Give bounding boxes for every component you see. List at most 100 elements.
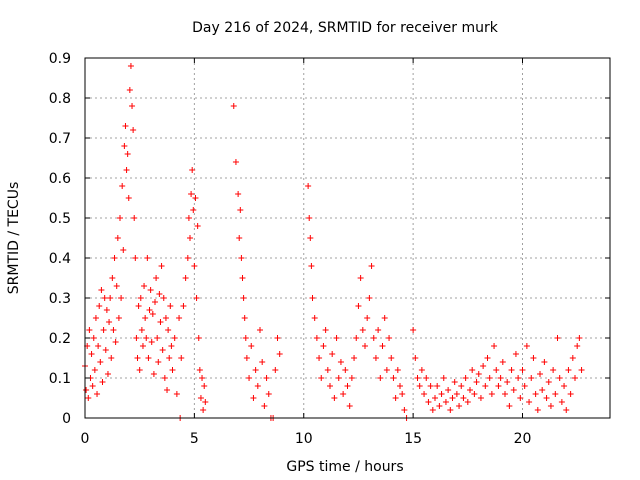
data-point [90,335,97,341]
data-point [167,303,174,309]
data-point [178,355,185,361]
data-point [119,183,126,189]
data-point [351,355,358,361]
data-point [368,263,375,269]
data-point [537,371,543,377]
data-point [318,375,325,381]
data-point [238,255,245,261]
data-point [451,379,458,385]
data-point [150,371,157,377]
data-point [148,339,155,345]
chart-title: Day 216 of 2024, SRMTID for receiver mur… [192,20,499,36]
data-point [372,355,379,361]
data-point [98,287,105,293]
data-point [91,367,98,373]
data-point [187,235,193,241]
data-point [572,375,578,381]
data-point [112,339,119,345]
data-point [475,371,482,377]
data-point [195,335,202,341]
data-point [423,375,430,381]
data-point [154,335,161,341]
data-point [146,307,153,313]
data-point [159,347,166,353]
data-point [136,367,143,373]
data-point [276,351,283,357]
data-point [502,391,508,397]
axis-ticks: 0 0.1 0.2 0.3 0.4 0.5 0.6 0.7 0.8 0.9 0 5 10 15 20 [49,51,610,447]
data-point [131,215,138,221]
data-point [143,335,150,341]
x-tick-label: 20 [514,431,532,447]
data-point [202,399,209,405]
data-point [414,375,421,381]
data-point [526,399,533,405]
data-point [250,395,257,401]
data-point [499,359,506,365]
y-tick-label: 0.9 [49,51,71,67]
y-tick-label: 0.8 [49,91,71,107]
data-point [252,367,259,373]
data-point [440,375,447,381]
data-point [157,319,164,325]
data-point [130,127,137,133]
data-point [118,295,125,301]
data-point [534,407,541,413]
data-point [141,283,148,289]
data-point [113,283,120,289]
data-point [176,315,183,321]
data-point [125,195,132,201]
data-point [366,295,373,301]
data-point [111,255,118,261]
data-point [401,407,408,413]
data-point [486,375,493,381]
data-point [274,335,281,341]
data-point [447,407,454,413]
data-point [117,215,123,221]
data-point [124,151,131,157]
data-point [467,387,473,393]
data-point [449,395,456,401]
data-point [309,295,316,301]
data-point [320,343,327,349]
data-point [246,375,253,381]
data-point [346,403,353,409]
data-point [173,391,180,397]
data-point [123,167,130,173]
data-point [236,235,243,241]
y-tick-label: 0.5 [49,211,71,227]
data-point [362,343,368,349]
data-point [121,143,128,149]
data-point [563,407,570,413]
data-point [169,367,176,373]
data-point [436,403,443,409]
data-point [243,355,250,361]
data-point [194,223,201,229]
data-point [327,383,333,389]
data-point [139,343,146,349]
x-tick-label: 0 [81,431,90,447]
data-point [377,375,384,381]
data-point [418,367,425,373]
data-point [388,355,395,361]
data-point [155,359,162,365]
y-tick-label: 0.6 [49,171,71,187]
x-tick-label: 10 [295,431,313,447]
data-point [491,343,498,349]
data-point [197,395,204,401]
data-point [539,387,546,393]
data-point [109,275,116,281]
data-point [416,383,423,389]
data-point [445,387,452,393]
data-point [567,391,574,397]
data-point [86,327,93,333]
data-point [165,327,172,333]
data-point [142,315,149,321]
data-point [189,167,196,173]
data-point [180,303,187,309]
data-point [335,375,342,381]
data-point [469,367,476,373]
data-point [392,395,399,401]
data-point [100,327,107,333]
